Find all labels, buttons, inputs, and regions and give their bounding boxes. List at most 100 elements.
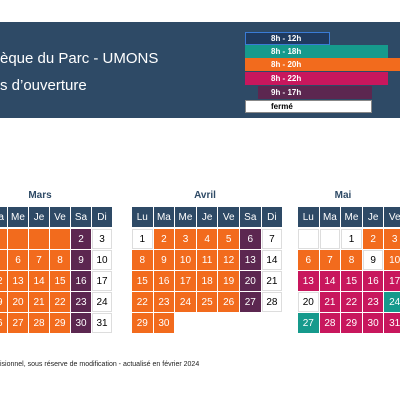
day-cell: 3 [175, 229, 196, 249]
day-cell: 14 [29, 271, 49, 291]
footer-note: isionnel, sous réserve de modification -… [0, 361, 200, 368]
day-cell: 2 [153, 229, 175, 249]
day-cell: 2 [71, 229, 91, 249]
day-cell: 27 [240, 292, 261, 312]
day-cell: 23 [71, 292, 91, 312]
weekday-header: Sa [71, 207, 91, 227]
day-cell: 16 [362, 271, 384, 291]
weekday-header: Di [92, 207, 112, 227]
weekday-header: Me [341, 207, 362, 227]
day-cell: 31 [384, 313, 400, 333]
day-cell: 8 [132, 250, 153, 270]
weekday-header: Sa [240, 207, 261, 227]
weekday-header: Je [29, 207, 49, 227]
month-name: Avril [194, 190, 216, 201]
day-cell: 6 [298, 250, 319, 270]
day-cell: 7 [319, 250, 341, 270]
day-cell: 20 [8, 292, 28, 312]
day-cell: 22 [341, 292, 362, 312]
weekday-header: Me [8, 207, 28, 227]
subtitle: s d’ouverture [0, 77, 87, 94]
day-cell: 12 [218, 250, 239, 270]
day-cell: 30 [153, 313, 175, 333]
day-cell: 18 [196, 271, 218, 291]
day-cell: 13 [240, 250, 261, 270]
day-cell: 24 [92, 292, 112, 312]
day-cell: 29 [132, 313, 153, 333]
day-cell: 5 [218, 229, 239, 249]
day-cell: 10 [92, 250, 112, 270]
day-cell: 29 [50, 313, 70, 333]
day-cell: 6 [8, 250, 28, 270]
day-cell: 21 [29, 292, 49, 312]
legend-item: 8h - 18h [245, 45, 388, 58]
month-name: Mars [28, 190, 52, 201]
legend-item: 8h - 22h [245, 72, 388, 85]
day-cell: 3 [92, 229, 112, 249]
legend-item: 8h - 12h [245, 32, 330, 45]
day-cell: 4 [196, 229, 218, 249]
weekday-header: Ve [50, 207, 70, 227]
day-cell: 25 [196, 292, 218, 312]
weekday-header: Je [362, 207, 384, 227]
day-cell [0, 229, 7, 249]
day-cell: 10 [175, 250, 196, 270]
weekday-header: Ma [319, 207, 341, 227]
weekday-header: Ma [0, 207, 7, 227]
day-cell: 26 [218, 292, 239, 312]
day-cell: 10 [384, 250, 400, 270]
day-cell: 13 [8, 271, 28, 291]
day-cell: 27 [8, 313, 28, 333]
weekday-header: Me [175, 207, 196, 227]
day-cell: 22 [132, 292, 153, 312]
weekday-header: Ve [218, 207, 239, 227]
day-cell: 17 [175, 271, 196, 291]
day-cell: 31 [92, 313, 112, 333]
day-cell: 16 [153, 271, 175, 291]
day-cell: 7 [29, 250, 49, 270]
day-cell [29, 229, 49, 249]
legend-item: 9h - 17h [258, 86, 372, 99]
day-cell: 21 [319, 292, 341, 312]
day-cell: 8 [50, 250, 70, 270]
day-cell: 9 [153, 250, 175, 270]
day-cell: 29 [341, 313, 362, 333]
day-cell: 2 [362, 229, 384, 249]
day-cell: 23 [153, 292, 175, 312]
day-cell: 3 [384, 229, 400, 249]
day-cell: 27 [298, 313, 319, 333]
weekday-header: Lu [132, 207, 153, 227]
day-cell: 23 [362, 292, 384, 312]
legend-item: 8h - 20h [245, 58, 400, 71]
day-cell: 13 [298, 271, 319, 291]
day-cell [50, 229, 70, 249]
day-cell: 19 [218, 271, 239, 291]
day-cell: 7 [261, 229, 283, 249]
day-cell: 15 [132, 271, 153, 291]
day-cell: 6 [240, 229, 261, 249]
day-cell: 30 [362, 313, 384, 333]
day-cell: 14 [261, 250, 283, 270]
title: èque du Parc - UMONS [0, 50, 159, 67]
day-cell: 1 [341, 229, 362, 249]
day-cell: 22 [50, 292, 70, 312]
day-cell [298, 229, 319, 249]
day-cell: 24 [384, 292, 400, 312]
day-cell: 28 [261, 292, 283, 312]
day-cell: 15 [50, 271, 70, 291]
day-cell: 30 [71, 313, 91, 333]
day-cell: 26 [0, 313, 7, 333]
day-cell: 24 [175, 292, 196, 312]
day-cell: 1 [132, 229, 153, 249]
legend-item: fermé [245, 100, 372, 113]
weekday-header: Lu [298, 207, 319, 227]
day-cell: 20 [298, 292, 319, 312]
day-cell: 11 [196, 250, 218, 270]
day-cell: 17 [384, 271, 400, 291]
day-cell [8, 229, 28, 249]
day-cell: 28 [319, 313, 341, 333]
day-cell: 9 [71, 250, 91, 270]
day-cell: 14 [319, 271, 341, 291]
day-cell: 9 [362, 250, 384, 270]
day-cell: 16 [71, 271, 91, 291]
